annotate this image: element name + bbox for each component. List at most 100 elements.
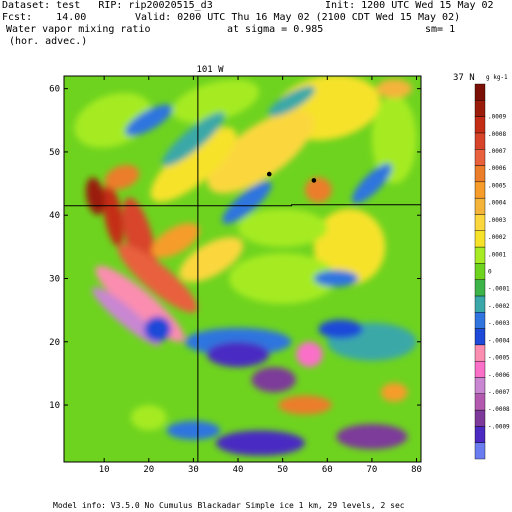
colorbar-unit: g kg-1 xyxy=(486,74,508,81)
field-contour xyxy=(371,94,417,184)
colorbar-label: -.0004 xyxy=(488,337,510,344)
field-contour xyxy=(150,127,237,202)
field-contour xyxy=(144,316,172,342)
field-contour xyxy=(179,237,244,283)
field-contour xyxy=(215,430,305,456)
y-tick-label: 30 xyxy=(49,274,60,284)
x-tick-label: 50 xyxy=(277,465,288,475)
field-contour xyxy=(172,79,260,123)
x-tick-label: 10 xyxy=(99,465,110,475)
colorbar-label: .0005 xyxy=(488,182,506,189)
field-contour xyxy=(151,223,200,258)
forecast-hour: Fcst: 14.00 xyxy=(2,12,87,23)
y-tick-label: 10 xyxy=(49,401,60,411)
field-contour xyxy=(318,319,363,339)
colorbar-label: .0004 xyxy=(488,200,506,207)
init-time: Init: 1200 UTC Wed 15 May 02 xyxy=(325,0,494,11)
mixing-ratio-field xyxy=(64,13,421,462)
colorbar-label: -.0002 xyxy=(488,303,510,310)
field-contour xyxy=(206,341,270,368)
field-contour xyxy=(222,181,272,224)
field-contour xyxy=(238,208,328,247)
colorbar-swatch xyxy=(474,181,486,199)
colorbar-label: .0007 xyxy=(488,148,506,155)
x-tick-label: 40 xyxy=(233,465,244,475)
field-contour xyxy=(92,287,161,346)
axes: 10 20 30 40 50 60 70 80 10 20 30 40 50 60 xyxy=(49,76,422,475)
field-name: Water vapor mixing ratio xyxy=(6,24,151,35)
dataset-label: Dataset: test RIP: rip20020515_d3 xyxy=(2,0,213,11)
x-tick-label: 20 xyxy=(143,465,154,475)
field-contour xyxy=(336,424,408,450)
colorbar-swatch xyxy=(474,360,486,378)
field-contour xyxy=(104,164,140,190)
field-contour xyxy=(125,104,173,137)
colorbar-swatch xyxy=(474,426,486,443)
x-tick-label: 60 xyxy=(322,465,333,475)
colorbar-swatch xyxy=(474,312,486,329)
colorbar-swatch xyxy=(474,83,486,101)
latitude-label: 37 N xyxy=(453,73,475,83)
field-contour xyxy=(161,112,225,167)
x-tick-label: 80 xyxy=(411,465,422,475)
field-contour xyxy=(102,184,124,247)
colorbar-swatch xyxy=(474,263,486,280)
station-marker xyxy=(311,178,317,183)
colorbar-swatch xyxy=(474,214,486,231)
colorbar-label: .0008 xyxy=(488,131,506,138)
colorbar-swatch xyxy=(474,328,486,346)
sigma-level: at sigma = 0.985 xyxy=(227,24,324,35)
field-contour xyxy=(380,382,408,402)
colorbar-label: -.0008 xyxy=(488,406,510,413)
field-contour xyxy=(296,341,323,368)
colorbar-label: -.0003 xyxy=(488,320,510,327)
field-contour xyxy=(130,405,167,431)
colorbar-swatch xyxy=(474,230,486,248)
colorbar: .0009 .0008 .0007 .0006 .0005 .0004 .0003 .0002… xyxy=(474,83,510,460)
valid-time: Valid: 0200 UTC Thu 16 May 02 (2100 CDT … xyxy=(135,12,461,23)
colorbar-swatch xyxy=(474,165,486,183)
colorbar-swatch xyxy=(474,344,486,362)
colorbar-swatch xyxy=(474,295,486,313)
plot-border xyxy=(63,75,422,463)
colorbar-label: -.0009 xyxy=(488,423,510,430)
colorbar-label: -.0006 xyxy=(488,372,510,379)
x-tick-label: 30 xyxy=(188,465,199,475)
field-contour xyxy=(351,163,392,204)
geo-lines xyxy=(64,76,421,462)
longitude-label: 101 W xyxy=(196,65,224,75)
colorbar-swatch xyxy=(474,377,486,394)
model-info: Model info: V3.5.0 No Cumulus Blackadar … xyxy=(53,501,405,510)
y-tick-label: 20 xyxy=(49,338,60,348)
colorbar-label: -.0001 xyxy=(488,286,510,293)
colorbar-swatch xyxy=(474,149,486,166)
colorbar-label: -.0007 xyxy=(488,389,510,396)
colorbar-label: .0006 xyxy=(488,165,506,172)
plot-frame xyxy=(63,75,422,463)
colorbar-label: .0001 xyxy=(488,251,506,258)
field-contour xyxy=(278,395,332,415)
colorbar-swatch xyxy=(474,393,486,411)
colorbar-swatch xyxy=(474,442,486,460)
y-tick-label: 40 xyxy=(49,211,60,221)
field-contour xyxy=(117,244,198,313)
colorbar-label: .0002 xyxy=(488,234,506,241)
station-marker xyxy=(266,171,272,177)
field-contour xyxy=(207,110,314,194)
field-contour xyxy=(166,420,221,440)
field-contour xyxy=(313,270,359,287)
field-contour xyxy=(202,13,238,38)
colorbar-swatch xyxy=(474,132,486,150)
parallel-line xyxy=(64,204,421,207)
colorbar-label: .0003 xyxy=(488,217,506,224)
colorbar-swatch xyxy=(474,409,486,427)
y-tick-label: 60 xyxy=(49,85,60,95)
colorbar-swatch xyxy=(474,100,486,117)
colorbar-label: 0 xyxy=(488,269,492,276)
colorbar-label: -.0005 xyxy=(488,355,510,362)
y-tick-label: 50 xyxy=(49,148,60,158)
field-contour xyxy=(268,86,316,117)
field-contour xyxy=(304,177,332,203)
colorbar-swatch xyxy=(474,197,486,215)
